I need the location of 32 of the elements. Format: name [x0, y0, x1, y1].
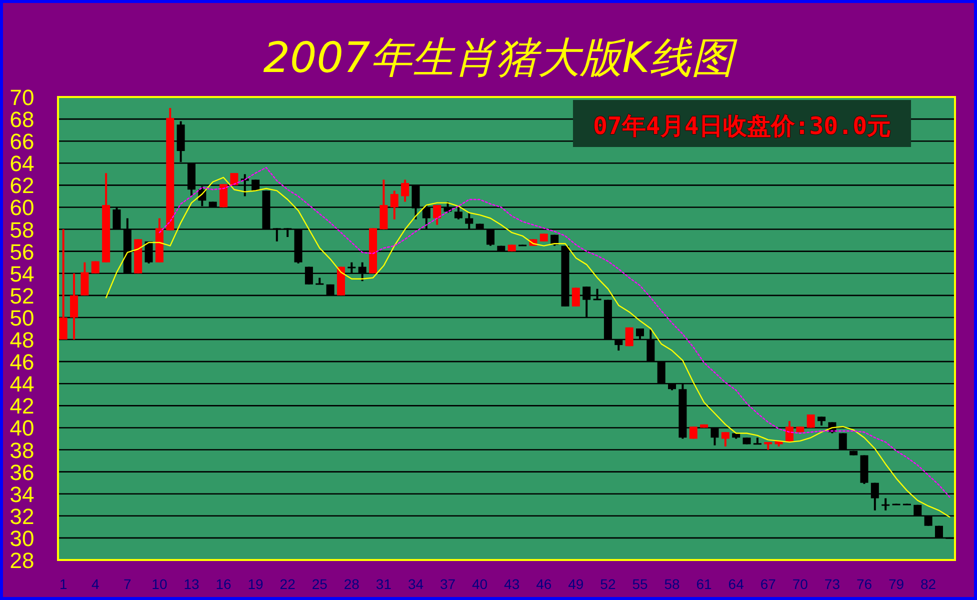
x-tick-label: 76 — [856, 576, 872, 592]
x-tick-label: 58 — [664, 576, 680, 592]
x-tick-label: 10 — [152, 576, 168, 592]
x-tick-label: 37 — [440, 576, 456, 592]
x-tick-label: 61 — [696, 576, 712, 592]
x-tick-label: 34 — [408, 576, 424, 592]
x-tick-label: 31 — [376, 576, 392, 592]
x-tick-label: 67 — [760, 576, 776, 592]
x-tick-label: 64 — [728, 576, 744, 592]
x-tick-label: 22 — [280, 576, 296, 592]
x-tick-label: 55 — [632, 576, 648, 592]
chart-title: 2007年生肖猪大版K线图 — [263, 33, 738, 82]
x-tick-label: 82 — [920, 576, 936, 592]
x-tick-label: 43 — [504, 576, 520, 592]
x-tick-label: 1 — [59, 576, 68, 592]
x-tick-label: 13 — [184, 576, 200, 592]
x-tick-label: 70 — [792, 576, 808, 592]
x-tick-label: 25 — [312, 576, 328, 592]
x-tick-label: 28 — [344, 576, 360, 592]
x-tick-label: 7 — [124, 576, 132, 592]
x-tick-label: 4 — [91, 576, 100, 592]
x-tick-label: 73 — [824, 576, 840, 592]
x-tick-label: 52 — [600, 576, 616, 592]
x-tick-label: 40 — [472, 576, 488, 592]
annotation: 07年4月4日收盘价:30.0元 — [592, 112, 892, 140]
x-tick-label: 16 — [216, 576, 232, 592]
x-tick-label: 79 — [888, 576, 904, 592]
x-tick-label: 19 — [248, 576, 264, 592]
y-tick-label: 70 — [10, 85, 34, 110]
x-tick-label: 46 — [536, 576, 552, 592]
x-tick-label: 49 — [568, 576, 584, 592]
y-tick-label: 28 — [10, 548, 34, 573]
